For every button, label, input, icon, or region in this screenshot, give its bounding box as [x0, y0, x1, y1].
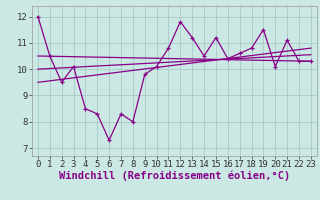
X-axis label: Windchill (Refroidissement éolien,°C): Windchill (Refroidissement éolien,°C)	[59, 171, 290, 181]
